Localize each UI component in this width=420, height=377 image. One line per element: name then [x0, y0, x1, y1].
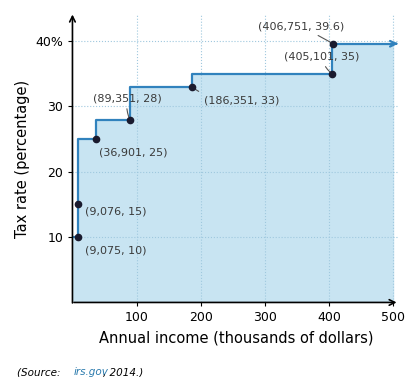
Text: (406,751, 39.6): (406,751, 39.6) [258, 21, 344, 42]
Polygon shape [73, 44, 393, 302]
Text: , 2014.): , 2014.) [103, 367, 143, 377]
Text: (9,075, 10): (9,075, 10) [85, 245, 147, 256]
Text: (9,076, 15): (9,076, 15) [85, 206, 147, 216]
Text: (186,351, 33): (186,351, 33) [194, 89, 279, 105]
Text: (89,351, 28): (89,351, 28) [93, 93, 162, 117]
Text: (36,901, 25): (36,901, 25) [100, 147, 168, 158]
Text: (Source:: (Source: [17, 367, 63, 377]
Text: irs.gov: irs.gov [74, 367, 108, 377]
X-axis label: Annual income (thousands of dollars): Annual income (thousands of dollars) [99, 330, 373, 345]
Y-axis label: Tax rate (percentage): Tax rate (percentage) [15, 80, 30, 238]
Text: (405,101, 35): (405,101, 35) [284, 51, 360, 72]
